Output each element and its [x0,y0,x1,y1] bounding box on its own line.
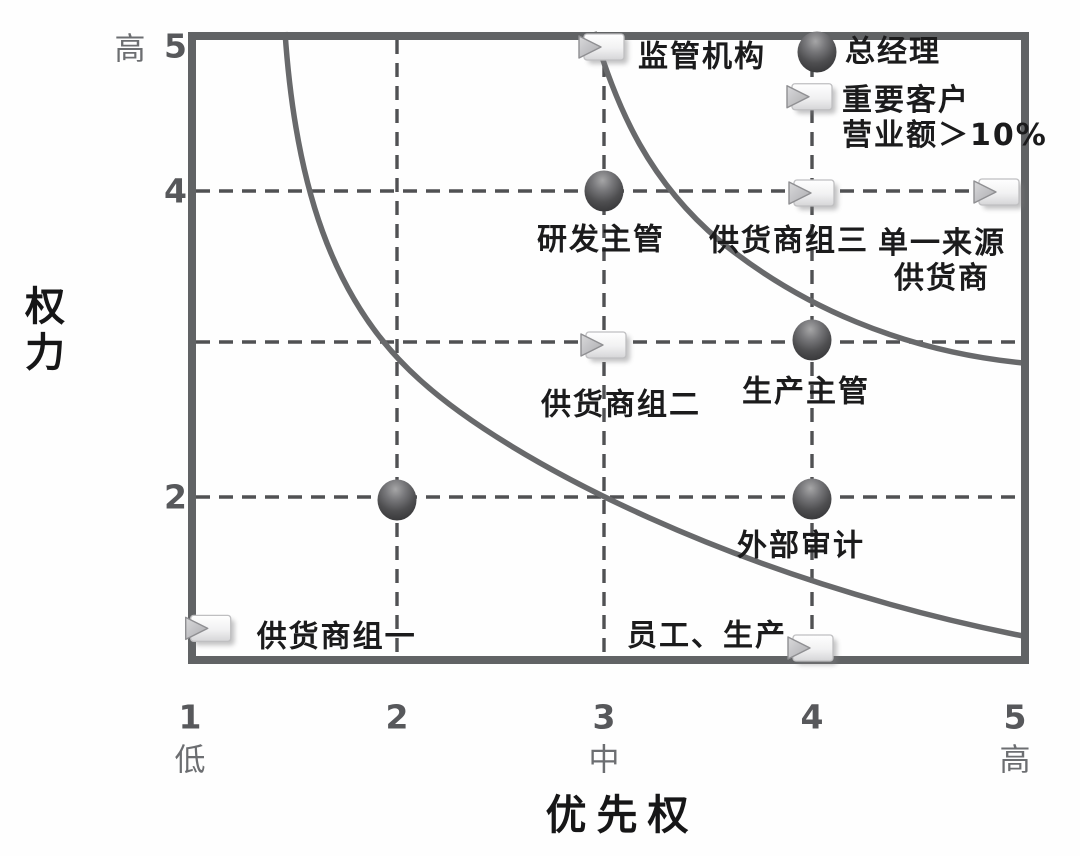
y-axis-top-word: 高 [114,31,146,68]
boundary-curves-group [282,31,1024,639]
sphere-icon [792,319,832,361]
data-markers-group [184,31,1023,665]
data-point-employees-production [787,634,837,665]
flag-arrow-icon [788,181,812,205]
boundary-curve-inner-boundary [282,31,1024,639]
flag-arrow-icon [786,85,810,109]
sphere-icon [377,479,417,521]
data-point-rd-manager [584,170,624,212]
flag-arrow-icon [973,180,997,204]
flag-arrow-icon [184,616,209,641]
data-point-unlabeled-point [377,479,417,521]
flag-arrow-icon [787,636,811,660]
y-axis-title: 权力 [18,285,64,377]
data-point-regulator [578,33,628,64]
data-point-key-customer [786,83,836,114]
data-point-production-manager [792,319,832,361]
data-point-general-manager [797,31,837,73]
flag-arrow-icon [580,333,604,357]
data-point-supplier-group-3 [788,179,838,210]
sphere-icon [792,478,832,520]
boundary-curve-outer-boundary [591,31,1024,366]
data-point-supplier-group-1 [184,614,235,646]
data-point-single-source-supplier [973,178,1023,209]
x-axis-title: 优先权 [545,791,699,839]
sphere-icon [584,170,624,212]
data-point-supplier-group-2 [580,331,630,362]
sphere-icon [797,31,837,73]
flag-arrow-icon [578,35,602,59]
data-point-external-audit [792,478,832,520]
